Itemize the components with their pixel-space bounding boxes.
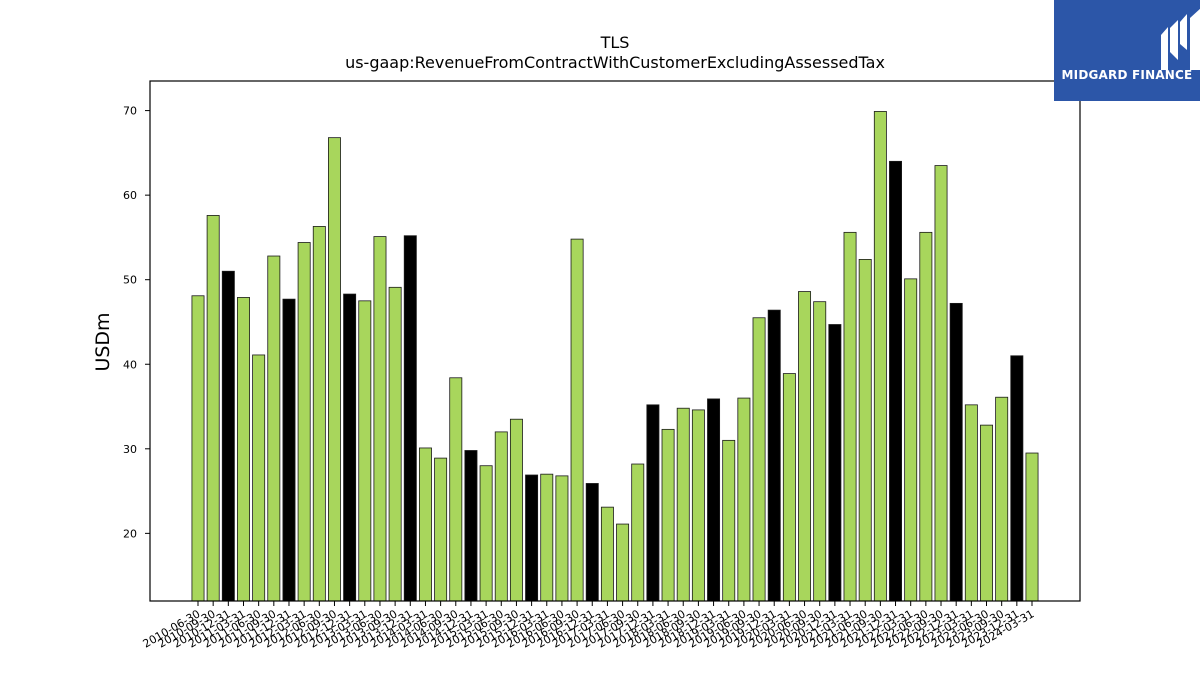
chart-title: TLS xyxy=(600,33,630,52)
bars-group xyxy=(191,111,1039,602)
bar-2023-09-30 xyxy=(995,396,1009,602)
bar-2018-06-30 xyxy=(676,407,690,602)
bar-2017-12-31 xyxy=(646,404,660,602)
bar-2010-09-30 xyxy=(206,215,220,602)
y-axis-label: USDm xyxy=(92,312,114,371)
bar-2022-03-31 xyxy=(904,278,918,602)
bar-2016-09-30 xyxy=(570,238,584,602)
bar-2015-09-30 xyxy=(509,418,523,602)
bar-2012-06-30 xyxy=(312,226,326,602)
midgard-finance-logo: MIDGARD FINANCE xyxy=(1054,0,1200,101)
bar-2021-03-31 xyxy=(843,231,857,602)
y-tick-label: 40 xyxy=(123,358,137,371)
bar-2013-06-30 xyxy=(373,236,387,602)
bar-2017-03-31 xyxy=(600,506,614,602)
bar-2024-03-31 xyxy=(1025,452,1039,602)
bar-2018-12-31 xyxy=(707,398,721,602)
y-tick-label: 20 xyxy=(123,527,137,540)
bar-2020-06-30 xyxy=(798,291,812,602)
bar-2012-03-31 xyxy=(297,242,311,602)
bar-2022-06-30 xyxy=(919,231,933,602)
bar-2011-12-31 xyxy=(282,298,296,602)
bar-2018-03-31 xyxy=(661,428,675,602)
bar-2014-06-30 xyxy=(434,457,448,602)
bar-2019-06-30 xyxy=(737,397,751,602)
bar-2015-12-31 xyxy=(525,474,539,602)
bar-2012-12-31 xyxy=(343,293,357,602)
bar-2016-03-31 xyxy=(540,473,554,602)
bar-2014-12-31 xyxy=(464,450,478,602)
bar-2018-09-30 xyxy=(691,409,705,602)
bar-2016-06-30 xyxy=(555,475,569,602)
bar-2020-09-30 xyxy=(813,301,827,602)
midgard-m-logo-icon xyxy=(1161,8,1200,70)
bar-2011-03-31 xyxy=(237,297,250,602)
bar-2021-12-31 xyxy=(889,160,902,602)
plot-frame xyxy=(149,80,1081,602)
bar-2023-06-30 xyxy=(980,424,993,602)
bar-2015-03-31 xyxy=(479,465,493,602)
bar-2012-09-30 xyxy=(328,137,341,602)
y-tick-label: 60 xyxy=(123,189,137,202)
bar-2022-12-31 xyxy=(949,302,963,602)
bar-2013-03-31 xyxy=(358,300,372,602)
bar-2023-12-31 xyxy=(1010,355,1024,602)
y-tick-label: 30 xyxy=(123,443,137,456)
bar-2019-09-30 xyxy=(752,317,766,602)
x-axis-ticks: 2010-06-302010-09-302010-12-312011-03-31… xyxy=(141,601,1037,651)
bar-2020-12-31 xyxy=(828,324,842,602)
logo-text: MIDGARD FINANCE xyxy=(1061,68,1193,82)
chart-subtitle: us-gaap:RevenueFromContractWithCustomerE… xyxy=(345,53,885,72)
bar-2021-09-30 xyxy=(873,111,887,602)
bar-2014-09-30 xyxy=(449,377,463,602)
y-axis-ticks: 20 30 40 50 60 70 xyxy=(123,105,150,540)
bar-2023-03-31 xyxy=(964,404,978,602)
bar-2017-06-30 xyxy=(616,523,630,602)
bar-2019-12-31 xyxy=(767,309,781,602)
bar-2022-09-30 xyxy=(934,165,948,602)
y-tick-label: 70 xyxy=(123,105,137,118)
bar-2021-06-30 xyxy=(858,259,872,602)
bar-2020-03-31 xyxy=(782,373,796,602)
bar-2010-12-31 xyxy=(221,270,235,602)
bar-2011-06-30 xyxy=(252,354,266,602)
bar-2013-12-31 xyxy=(403,235,417,602)
bar-2016-12-31 xyxy=(585,483,599,602)
bar-2013-09-30 xyxy=(388,286,402,602)
bar-2014-03-31 xyxy=(418,447,432,602)
bar-2017-09-30 xyxy=(631,463,645,602)
bar-2019-03-31 xyxy=(722,439,736,602)
bar-2011-09-30 xyxy=(267,255,281,602)
bar-2010-06-30 xyxy=(191,295,205,602)
bar-2015-06-30 xyxy=(494,431,508,602)
y-tick-label: 50 xyxy=(123,274,137,287)
